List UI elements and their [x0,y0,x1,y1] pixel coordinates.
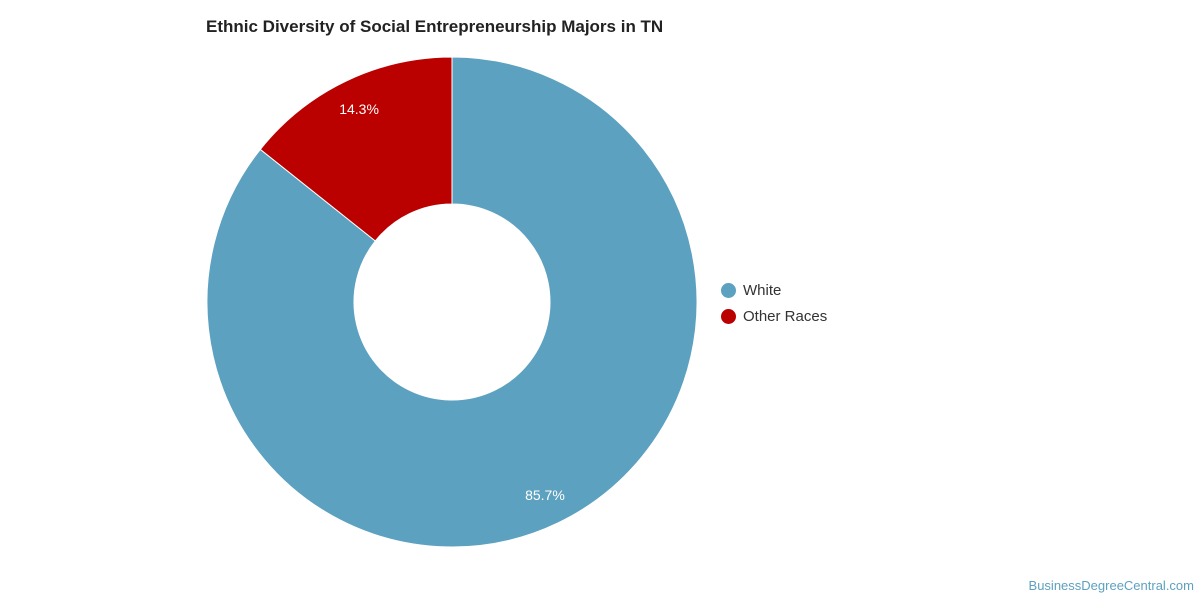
legend-swatch [721,283,736,298]
legend-item-other-races[interactable]: Other Races [721,308,827,325]
slice-other-races[interactable] [259,56,453,242]
legend-label: White [743,282,782,299]
chart-title: Ethnic Diversity of Social Entrepreneurs… [206,17,664,36]
legend-item-white[interactable]: White [721,282,781,299]
legend-label: Other Races [743,308,828,325]
legend-swatch [721,309,736,324]
data-label: 14.3% [339,101,379,117]
credit-link[interactable]: BusinessDegreeCentral.com [1028,578,1194,593]
data-label: 85.7% [525,487,565,503]
slice-white[interactable] [206,56,698,548]
